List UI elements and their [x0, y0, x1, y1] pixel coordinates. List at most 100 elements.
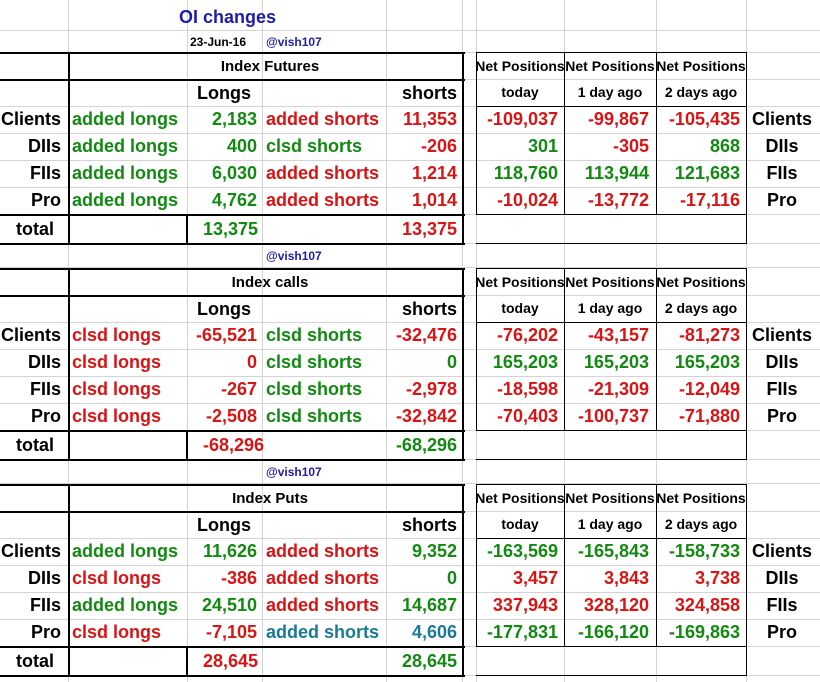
long-value[interactable]: 2,183 — [211, 109, 257, 129]
long-action-label[interactable]: clsd longs — [72, 325, 162, 345]
net-position-value[interactable]: -70,403 — [496, 406, 558, 426]
sheet-title[interactable]: OI changes — [179, 7, 277, 27]
column-header-shorts[interactable]: shorts — [401, 515, 457, 535]
row-participant-name[interactable]: FIIs — [29, 595, 61, 615]
net-position-value[interactable]: 324,858 — [674, 595, 740, 615]
total-label[interactable]: total — [16, 219, 54, 239]
row-participant-name[interactable]: Pro — [30, 406, 61, 426]
net-position-value[interactable]: -99,867 — [587, 109, 649, 129]
net-position-value[interactable]: -76,202 — [496, 325, 558, 345]
short-value[interactable]: 9,352 — [411, 541, 457, 561]
section-title[interactable]: Index Puts — [232, 490, 308, 507]
row-participant-name-right[interactable]: FIIs — [766, 379, 798, 399]
row-participant-name-right[interactable]: Clients — [751, 325, 813, 345]
date-cell[interactable]: 23-Jun-16 — [190, 35, 247, 49]
net-position-value[interactable]: -305 — [612, 136, 649, 156]
section-title[interactable]: Index Futures — [220, 58, 320, 75]
short-action-label[interactable]: clsd shorts — [266, 325, 363, 345]
long-action-label[interactable]: clsd longs — [72, 406, 162, 426]
long-value[interactable]: -386 — [220, 568, 257, 588]
net-position-value[interactable]: -165,843 — [577, 541, 649, 561]
net-position-value[interactable]: -169,863 — [668, 622, 740, 642]
row-participant-name[interactable]: Clients — [0, 325, 61, 345]
net-position-value[interactable]: 165,203 — [492, 352, 558, 372]
short-action-label[interactable]: added shorts — [266, 622, 380, 642]
net-positions-header[interactable]: Net Positions — [656, 490, 746, 506]
row-participant-name-right[interactable]: Clients — [751, 541, 813, 561]
net-position-value[interactable]: -71,880 — [678, 406, 740, 426]
total-label[interactable]: total — [16, 651, 54, 671]
long-value[interactable]: -2,508 — [205, 406, 257, 426]
section-title[interactable]: Index calls — [231, 274, 309, 291]
net-positions-header[interactable]: Net Positions — [565, 490, 655, 506]
long-value[interactable]: -267 — [220, 379, 257, 399]
net-2d-header[interactable]: 2 days ago — [664, 84, 738, 100]
net-position-value[interactable]: -17,116 — [679, 190, 740, 210]
short-value[interactable]: 0 — [446, 352, 457, 372]
total-short-value[interactable]: 13,375 — [401, 219, 457, 239]
column-header-longs[interactable]: Longs — [197, 83, 251, 103]
net-position-value[interactable]: 165,203 — [674, 352, 740, 372]
row-participant-name-right[interactable]: DIIs — [765, 352, 799, 372]
long-value[interactable]: 6,030 — [211, 163, 257, 183]
net-today-header[interactable]: today — [501, 84, 539, 100]
net-position-value[interactable]: -43,157 — [587, 325, 649, 345]
net-positions-header[interactable]: Net Positions — [656, 58, 746, 74]
total-short-value[interactable]: -68,296 — [395, 435, 457, 455]
net-position-value[interactable]: -166,120 — [577, 622, 649, 642]
net-position-value[interactable]: -158,733 — [668, 541, 740, 561]
long-action-label[interactable]: added longs — [72, 595, 179, 615]
short-value[interactable]: -32,842 — [395, 406, 457, 426]
total-label[interactable]: total — [16, 435, 54, 455]
long-value[interactable]: 400 — [226, 136, 257, 156]
net-position-value[interactable]: 337,943 — [492, 595, 558, 615]
row-participant-name[interactable]: FIIs — [29, 163, 61, 183]
column-header-shorts[interactable]: shorts — [401, 299, 457, 319]
short-value[interactable]: -206 — [420, 136, 457, 156]
row-participant-name[interactable]: DIIs — [27, 352, 61, 372]
net-position-value[interactable]: -21,309 — [587, 379, 649, 399]
net-1d-header[interactable]: 1 day ago — [577, 300, 643, 316]
net-positions-header[interactable]: Net Positions — [475, 490, 565, 506]
net-position-value[interactable]: -163,569 — [486, 541, 558, 561]
short-action-label[interactable]: clsd shorts — [266, 379, 363, 399]
net-position-value[interactable]: -109,037 — [486, 109, 558, 129]
row-participant-name-right[interactable]: Pro — [766, 190, 798, 210]
short-action-label[interactable]: added shorts — [266, 109, 380, 129]
long-action-label[interactable]: clsd longs — [72, 568, 162, 588]
net-position-value[interactable]: 3,738 — [694, 568, 740, 588]
short-action-label[interactable]: added shorts — [266, 568, 380, 588]
long-value[interactable]: 4,762 — [211, 190, 257, 210]
net-2d-header[interactable]: 2 days ago — [664, 300, 738, 316]
long-action-label[interactable]: clsd longs — [72, 352, 162, 372]
long-value[interactable]: -65,521 — [195, 325, 257, 345]
net-1d-header[interactable]: 1 day ago — [577, 84, 643, 100]
row-participant-name-right[interactable]: FIIs — [766, 163, 798, 183]
short-action-label[interactable]: clsd shorts — [266, 136, 363, 156]
net-positions-header[interactable]: Net Positions — [656, 274, 746, 290]
short-value[interactable]: 11,353 — [402, 109, 457, 129]
short-value[interactable]: -32,476 — [395, 325, 457, 345]
row-participant-name-right[interactable]: DIIs — [765, 136, 799, 156]
short-action-label[interactable]: clsd shorts — [266, 352, 363, 372]
net-2d-header[interactable]: 2 days ago — [664, 516, 738, 532]
short-action-label[interactable]: added shorts — [266, 541, 380, 561]
row-participant-name-right[interactable]: FIIs — [766, 595, 798, 615]
net-position-value[interactable]: 868 — [709, 136, 740, 156]
long-action-label[interactable]: added longs — [72, 541, 179, 561]
net-position-value[interactable]: 3,457 — [512, 568, 558, 588]
net-position-value[interactable]: 165,203 — [583, 352, 649, 372]
short-action-label[interactable]: clsd shorts — [266, 406, 363, 426]
long-action-label[interactable]: added longs — [72, 190, 179, 210]
total-long-value[interactable]: 13,375 — [203, 219, 259, 239]
net-position-value[interactable]: -13,772 — [587, 190, 649, 210]
net-position-value[interactable]: -100,737 — [577, 406, 649, 426]
long-action-label[interactable]: added longs — [72, 109, 179, 129]
net-position-value[interactable]: -18,598 — [496, 379, 558, 399]
long-action-label[interactable]: added longs — [72, 136, 179, 156]
short-action-label[interactable]: added shorts — [266, 595, 380, 615]
net-today-header[interactable]: today — [501, 516, 539, 532]
net-position-value[interactable]: 301 — [527, 136, 558, 156]
handle-cell[interactable]: @vish107 — [266, 35, 322, 49]
